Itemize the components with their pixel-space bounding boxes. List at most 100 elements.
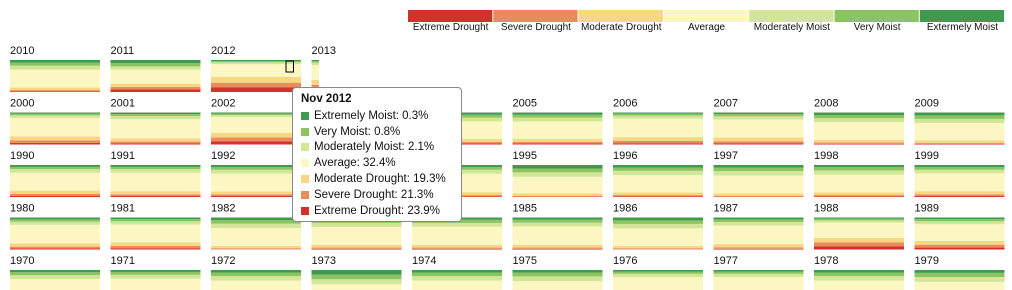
year-label: 1973 bbox=[312, 255, 336, 267]
band bbox=[110, 114, 201, 117]
band bbox=[914, 221, 1005, 225]
band bbox=[914, 140, 1005, 143]
year-label: 2006 bbox=[613, 98, 637, 110]
band bbox=[512, 141, 603, 144]
year-label: 1971 bbox=[111, 255, 135, 267]
year-label: 2011 bbox=[111, 45, 135, 57]
year-label: 1972 bbox=[211, 255, 235, 267]
band bbox=[512, 222, 603, 227]
band bbox=[110, 196, 201, 197]
band bbox=[10, 243, 100, 247]
band bbox=[512, 244, 603, 248]
band bbox=[311, 60, 319, 63]
band bbox=[110, 141, 201, 144]
band bbox=[713, 141, 804, 144]
band bbox=[613, 137, 703, 141]
tooltip-label: Moderate Drought: 19.3% bbox=[314, 173, 446, 186]
band bbox=[311, 274, 402, 280]
band bbox=[211, 217, 301, 221]
band bbox=[512, 193, 603, 196]
tooltip-row: Extremely Moist: 0.3% bbox=[301, 108, 453, 124]
tooltip-label: Very Moist: 0.8% bbox=[314, 125, 401, 138]
band bbox=[814, 122, 904, 141]
tooltip-swatch bbox=[301, 143, 309, 152]
band bbox=[211, 194, 301, 197]
band bbox=[914, 281, 1005, 290]
band bbox=[814, 276, 904, 281]
band bbox=[613, 195, 703, 197]
band bbox=[814, 270, 904, 273]
band bbox=[211, 113, 301, 116]
band bbox=[613, 228, 703, 246]
band bbox=[613, 220, 703, 224]
band bbox=[512, 172, 603, 177]
band bbox=[110, 165, 201, 167]
band bbox=[311, 65, 319, 80]
band bbox=[512, 195, 603, 197]
band bbox=[814, 280, 904, 290]
band bbox=[914, 272, 1005, 278]
band bbox=[211, 115, 301, 117]
band bbox=[311, 248, 402, 250]
band bbox=[713, 271, 804, 274]
year-label: 1985 bbox=[513, 203, 537, 215]
year-label: 1977 bbox=[714, 255, 738, 267]
band bbox=[211, 76, 301, 83]
band bbox=[914, 277, 1005, 282]
year-label: 1995 bbox=[513, 150, 537, 162]
hover-marker bbox=[285, 60, 294, 73]
legend-label: Very Moist bbox=[854, 22, 901, 33]
band bbox=[914, 115, 1005, 119]
band bbox=[613, 170, 703, 175]
band bbox=[814, 165, 904, 168]
band bbox=[814, 246, 904, 250]
band bbox=[713, 277, 804, 290]
band bbox=[110, 69, 201, 84]
band bbox=[110, 217, 201, 220]
year-label: 1988 bbox=[814, 203, 838, 215]
band bbox=[713, 273, 804, 278]
band bbox=[914, 224, 1005, 241]
band bbox=[914, 173, 1005, 192]
band bbox=[613, 165, 703, 168]
band bbox=[10, 62, 100, 66]
band bbox=[10, 217, 100, 220]
band bbox=[110, 116, 201, 120]
band bbox=[211, 248, 301, 250]
band bbox=[110, 278, 201, 290]
year-label: 1980 bbox=[10, 203, 34, 215]
band bbox=[713, 248, 804, 250]
band bbox=[110, 242, 201, 246]
band bbox=[211, 196, 301, 197]
band bbox=[914, 219, 1005, 222]
band bbox=[814, 170, 904, 175]
band bbox=[713, 219, 804, 222]
band bbox=[814, 174, 904, 193]
band bbox=[412, 226, 502, 245]
tooltip-row: Severe Drought: 21.3% bbox=[301, 187, 453, 203]
tooltip-label: Severe Drought: 21.3% bbox=[314, 188, 434, 201]
band bbox=[412, 276, 502, 281]
tooltip-label: Average: 32.4% bbox=[314, 157, 396, 170]
band bbox=[311, 270, 402, 275]
band bbox=[110, 83, 201, 87]
legend-label: Moderately Moist bbox=[754, 22, 830, 33]
tooltip-row: Very Moist: 0.8% bbox=[301, 124, 453, 140]
band bbox=[211, 245, 301, 249]
year-label: 2008 bbox=[814, 98, 838, 110]
band bbox=[211, 64, 301, 77]
tooltip-swatch bbox=[301, 127, 309, 136]
band bbox=[10, 65, 100, 70]
band bbox=[814, 192, 904, 196]
tooltip-swatch bbox=[301, 206, 309, 215]
band bbox=[10, 270, 100, 273]
band bbox=[211, 165, 301, 168]
band bbox=[914, 240, 1005, 245]
band bbox=[110, 270, 201, 272]
band bbox=[613, 118, 703, 138]
band bbox=[10, 60, 100, 63]
band bbox=[110, 166, 201, 170]
band bbox=[814, 237, 904, 243]
band bbox=[211, 173, 301, 192]
legend-swatch bbox=[663, 10, 749, 22]
